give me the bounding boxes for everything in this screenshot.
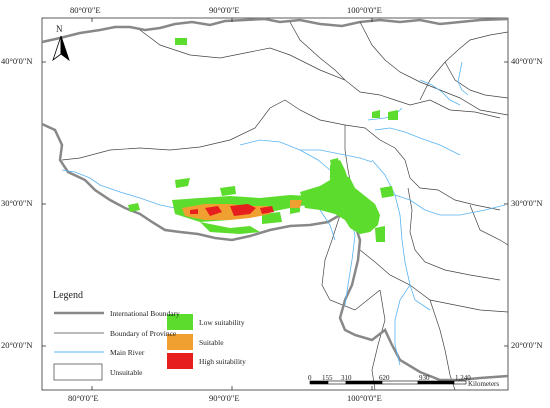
international-boundary-south	[41, 122, 509, 382]
legend-low-swatch	[167, 314, 193, 330]
legend-unsuitable-label: Unsuitable	[110, 368, 143, 377]
right-tick-20n: 20°0'0"N	[511, 340, 543, 350]
scalebar-tick-1240: 1,240	[455, 374, 471, 382]
scalebar-tick-930: 930	[419, 374, 430, 382]
legend-low-label: Low suitability	[199, 318, 245, 327]
province-boundaries	[61, 21, 509, 391]
legend-province-label: Boundary of Province	[110, 329, 177, 338]
legend-high-label: High suitability	[199, 357, 246, 366]
scalebar-tick-155: 155	[322, 374, 333, 382]
legend-river-label: Main River	[110, 348, 145, 357]
north-label: N	[56, 24, 63, 34]
scale-bar	[309, 380, 467, 385]
top-tick-80e: 80°0'0"E	[70, 5, 101, 15]
bottom-tick-90e: 90°0'0"E	[209, 393, 240, 403]
graticule-ticks	[42, 18, 508, 390]
legend-high-swatch	[167, 353, 193, 369]
top-tick-90e: 90°0'0"E	[209, 5, 240, 15]
legend-suitable-swatch	[167, 334, 193, 350]
left-tick-30n: 30°0'0"N	[1, 198, 33, 208]
left-tick-20n: 20°0'0"N	[1, 340, 33, 350]
bottom-tick-100e: 100°0'0"E	[347, 393, 382, 403]
right-tick-40n: 40°0'0"N	[511, 56, 543, 66]
top-tick-100e: 100°0'0"E	[347, 5, 382, 15]
left-tick-40n: 40°0'0"N	[1, 56, 33, 66]
scalebar-tick-0: 0	[308, 374, 312, 382]
scalebar-tick-620: 620	[379, 374, 390, 382]
bottom-tick-80e: 80°0'0"E	[68, 393, 99, 403]
international-boundary-north	[41, 17, 509, 44]
high-suitability-area	[190, 204, 274, 216]
right-tick-30n: 30°0'0"N	[511, 198, 543, 208]
scalebar-unit: Kilometers	[468, 380, 500, 388]
north-arrow-icon	[52, 35, 70, 62]
legend-title: Legend	[53, 290, 83, 301]
legend-unsuitable-swatch	[53, 363, 103, 381]
legend-intl-boundary-label: International Boundary	[110, 309, 180, 318]
legend-suitable-label: Suitable	[199, 338, 224, 347]
scalebar-tick-310: 310	[341, 374, 352, 382]
